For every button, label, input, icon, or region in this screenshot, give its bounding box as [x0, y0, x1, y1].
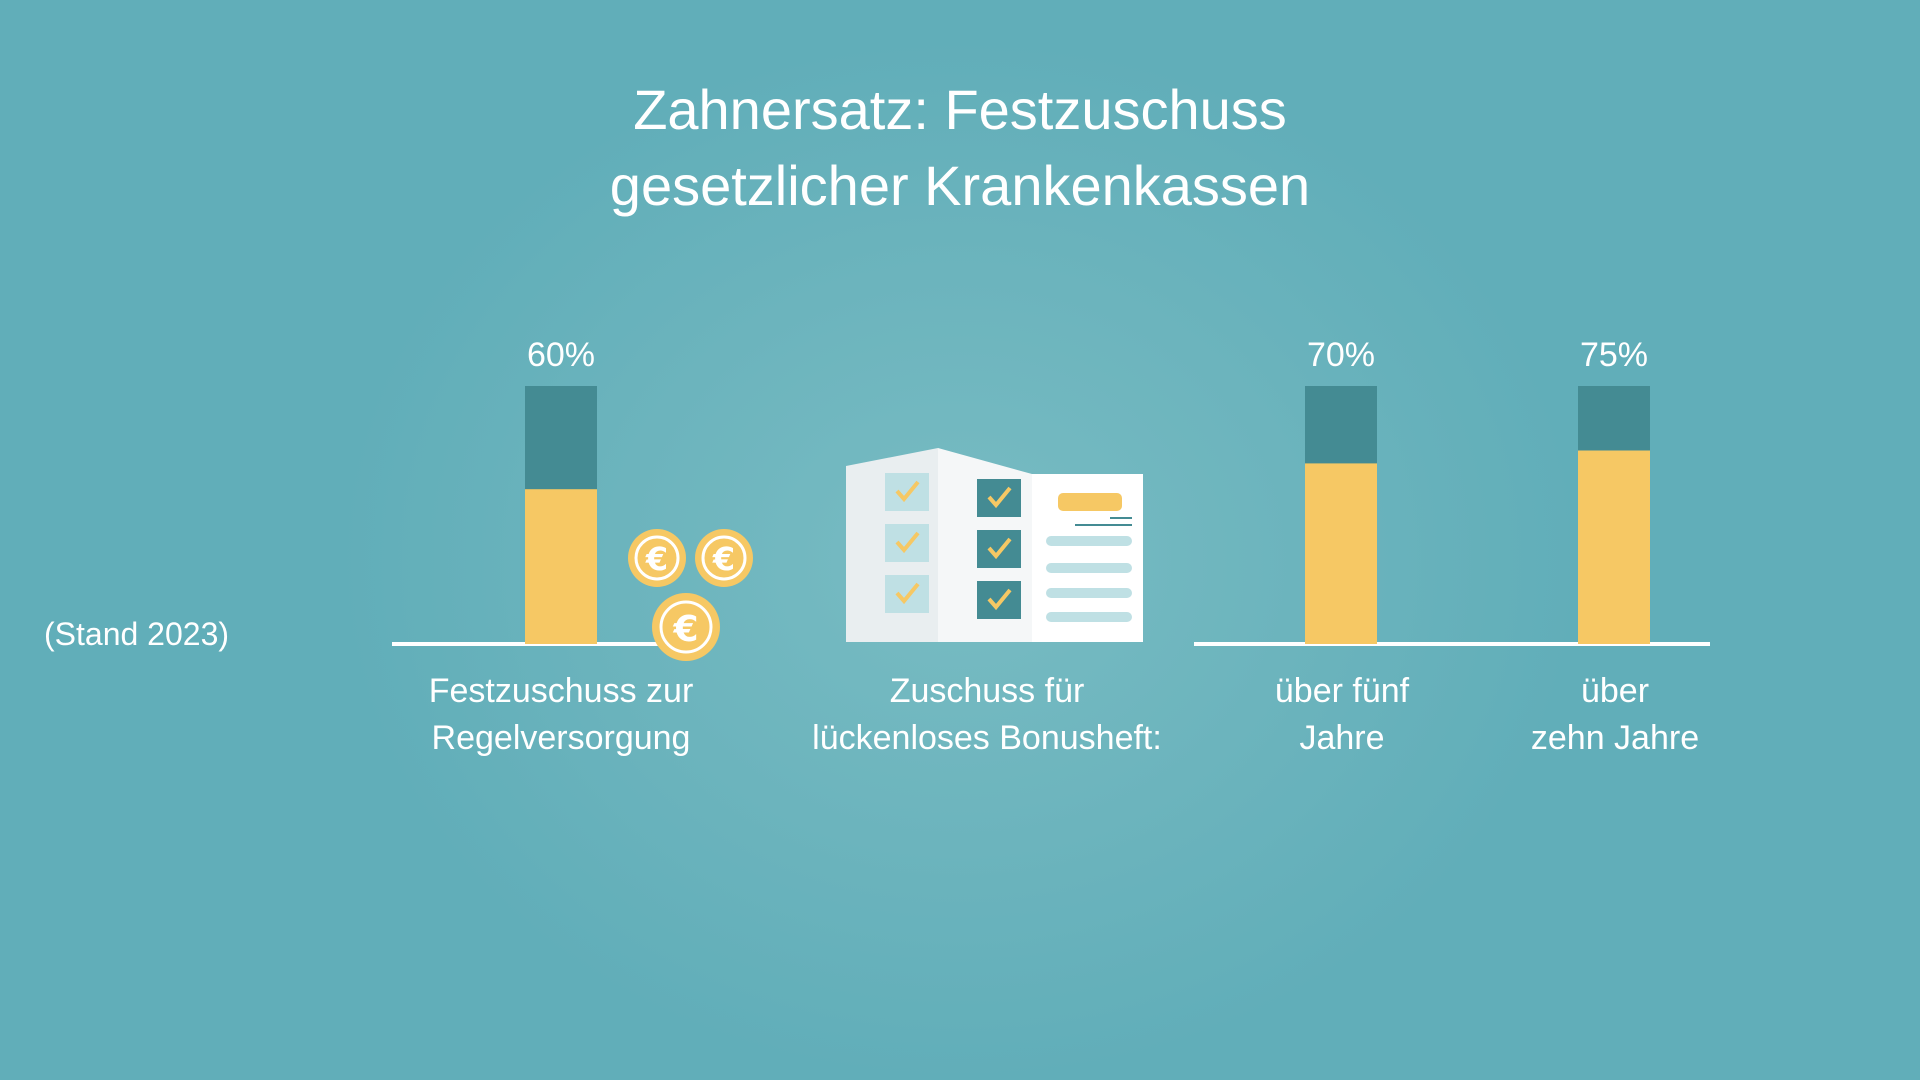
- bonus-heading: Zuschuss für lückenloses Bonusheft:: [777, 668, 1197, 762]
- category-label-line: Regelversorgung: [431, 719, 691, 757]
- category-label-line: Festzuschuss zur: [428, 672, 694, 710]
- bars-group: 60% 70% 75%: [525, 336, 1650, 644]
- title-line-2: gesetzlicher Krankenkassen: [609, 154, 1311, 217]
- bar: [525, 489, 597, 644]
- svg-text:€: €: [645, 540, 668, 578]
- stand-note: (Stand 2023): [44, 616, 230, 652]
- bar: [1305, 463, 1377, 644]
- svg-text:€: €: [672, 609, 698, 650]
- category-label-line: Jahre: [1299, 719, 1385, 757]
- bar: [1578, 450, 1650, 644]
- value-label: 75%: [1580, 336, 1648, 374]
- euro-coin-icon: €: [652, 593, 720, 661]
- euro-coin-icon: €: [695, 529, 753, 587]
- category-label: über fünf Jahre: [1132, 668, 1552, 762]
- bonus-booklet-icon: [846, 448, 1143, 642]
- value-label: 60%: [527, 336, 595, 374]
- category-label-line: über: [1580, 672, 1650, 710]
- category-label-line: zehn Jahre: [1530, 719, 1700, 757]
- euro-coin-icon: €: [628, 529, 686, 587]
- bonus-heading-line-1: Zuschuss für: [889, 672, 1085, 710]
- chart-title: Zahnersatz: Festzuschuss gesetzlicher Kr…: [0, 72, 1920, 224]
- title-line-1: Zahnersatz: Festzuschuss: [633, 78, 1287, 141]
- category-label: über zehn Jahre: [1405, 668, 1825, 762]
- svg-text:€: €: [712, 540, 735, 578]
- category-label: Festzuschuss zur Regelversorgung: [351, 668, 771, 762]
- bonus-heading-line-2: lückenloses Bonusheft:: [812, 719, 1162, 757]
- category-label-line: über fünf: [1274, 672, 1410, 710]
- value-label: 70%: [1307, 336, 1375, 374]
